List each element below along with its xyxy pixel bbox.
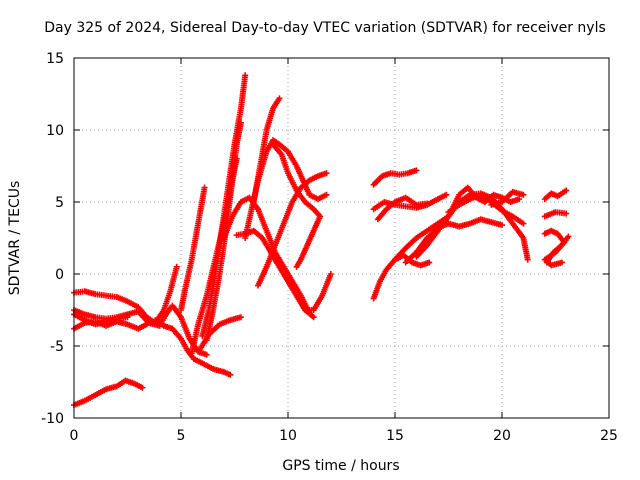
data-point	[276, 95, 283, 102]
series-arc-6	[152, 317, 234, 378]
data-point	[237, 314, 244, 321]
x-tick-label: 15	[386, 428, 404, 444]
series-arc-22	[374, 194, 431, 223]
y-tick-label: 15	[46, 51, 64, 67]
data-point	[237, 119, 244, 126]
series-arc-5	[71, 311, 131, 328]
y-tick-label: 10	[46, 123, 64, 139]
chart-title: Day 325 of 2024, Sidereal Day-to-day VTE…	[44, 20, 606, 36]
y-tick-label: -5	[50, 339, 64, 355]
data-point	[516, 196, 523, 203]
series-arc-28	[541, 187, 570, 203]
data-marks	[71, 72, 572, 409]
series-arc-17	[270, 141, 324, 270]
y-tick-label: 0	[55, 267, 64, 283]
plot-frame	[73, 57, 610, 419]
data-point	[443, 191, 450, 198]
data-point	[558, 259, 565, 266]
data-point	[323, 170, 330, 177]
data-point	[565, 233, 572, 240]
x-tick-label: 20	[493, 428, 511, 444]
data-point	[293, 263, 300, 270]
y-tick-label: 5	[55, 195, 64, 211]
series-arc-31	[543, 233, 572, 266]
axis-ticks: 0 5 10 15 20 25 -10 -5 0 5 10 15	[41, 51, 618, 444]
data-point	[310, 314, 317, 321]
series-arc-19	[370, 252, 433, 302]
data-point	[520, 220, 527, 227]
data-point	[323, 191, 330, 198]
data-point	[327, 271, 334, 277]
y-tick-label: -10	[41, 411, 64, 427]
x-tick-label: 5	[177, 428, 186, 444]
series-arc-18	[267, 249, 334, 313]
series-arc-16	[255, 170, 330, 289]
series-arc-29	[541, 209, 570, 220]
x-tick-label: 25	[600, 428, 618, 444]
series-arc-4	[71, 377, 146, 409]
data-point	[413, 167, 420, 174]
x-axis-label: GPS time / hours	[282, 458, 399, 474]
data-point	[227, 371, 234, 378]
y-axis-label: SDTVAR / TECUs	[7, 181, 23, 296]
data-point	[203, 351, 210, 358]
data-point	[426, 259, 433, 266]
series-arc-21	[370, 191, 450, 213]
x-tick-label: 10	[279, 428, 297, 444]
grid	[74, 58, 609, 418]
data-point	[143, 321, 150, 328]
data-point	[139, 384, 146, 391]
data-point	[563, 210, 570, 217]
series-arc-14	[250, 95, 283, 205]
x-tick-label: 0	[70, 428, 79, 444]
data-point	[424, 200, 431, 207]
data-point	[499, 222, 505, 229]
series-arc-20	[370, 167, 420, 188]
data-point	[520, 191, 527, 198]
data-point	[242, 72, 249, 79]
data-point	[524, 256, 531, 263]
series-arc-11	[197, 314, 244, 352]
data-point	[173, 263, 180, 270]
series-arc-7	[178, 184, 208, 313]
data-point	[563, 187, 570, 194]
data-point	[201, 184, 208, 191]
data-point	[124, 314, 131, 321]
series-arc-27	[488, 188, 527, 208]
